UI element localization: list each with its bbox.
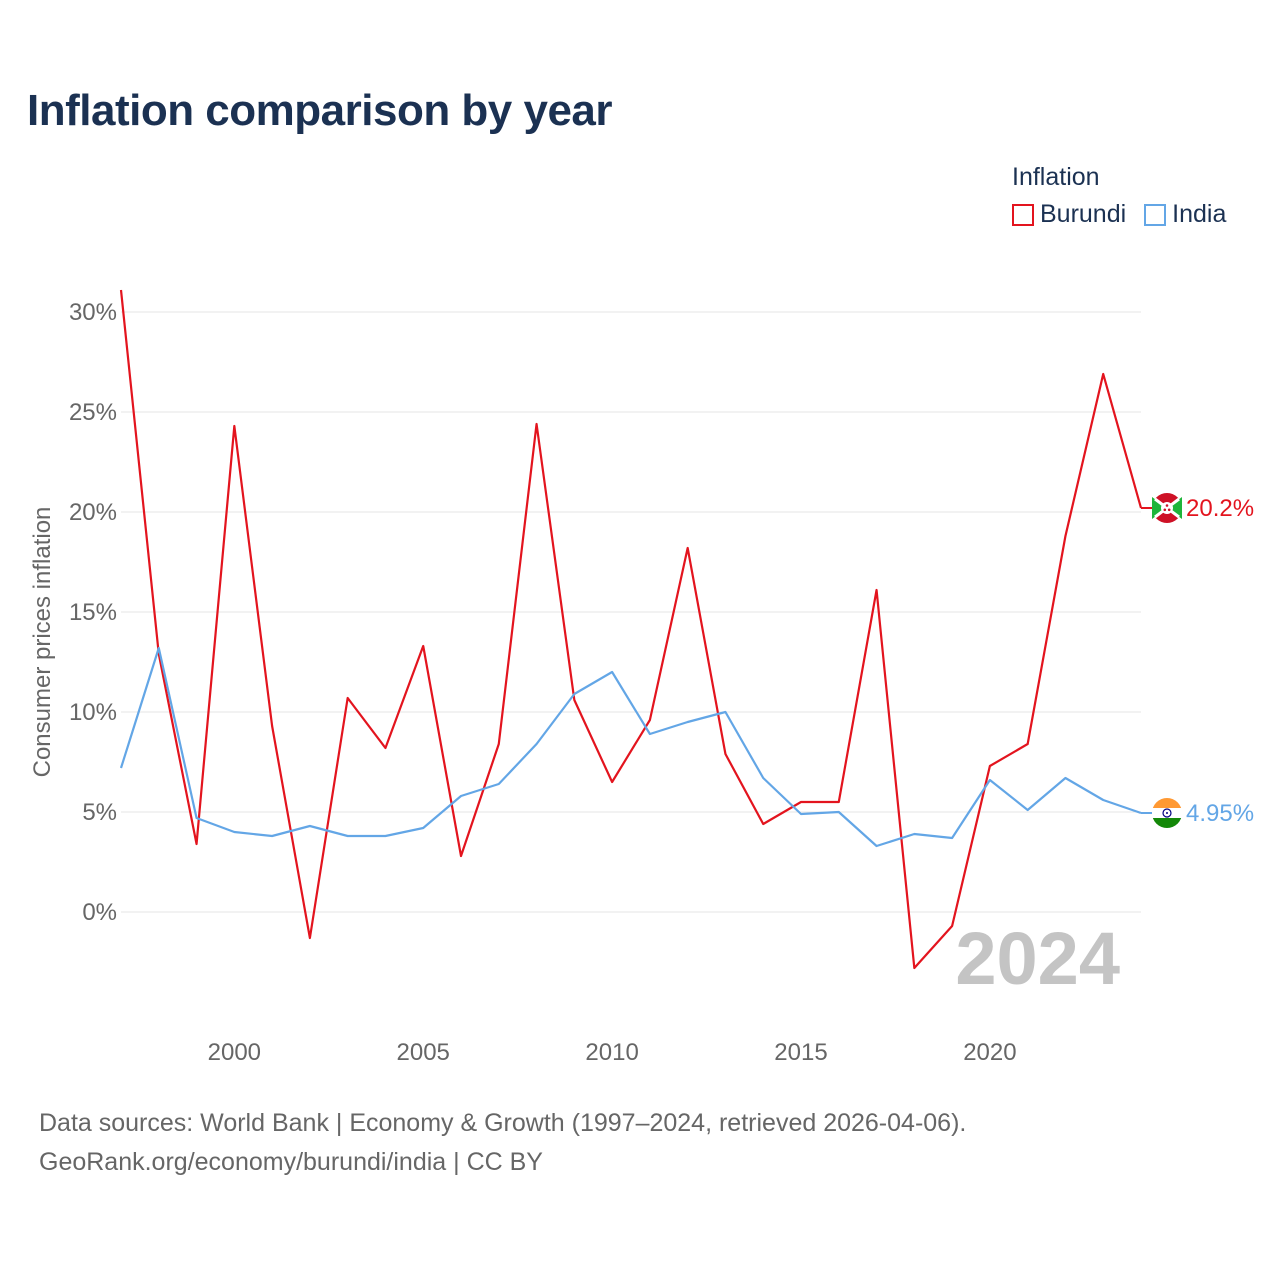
data-point-india[interactable] [344,832,352,840]
data-point-india[interactable] [684,718,692,726]
data-point-india[interactable] [1024,806,1032,814]
data-point-burundi[interactable] [1024,740,1032,748]
series-line-burundi[interactable] [119,289,1143,970]
y-tick-label: 30% [69,299,117,326]
data-point-burundi[interactable] [457,852,465,860]
flag-burundi-icon [1152,493,1182,523]
y-tick-label: 10% [69,699,117,726]
data-point-india[interactable] [381,832,389,840]
data-point-india[interactable] [1061,774,1069,782]
data-point-burundi[interactable] [230,422,238,430]
data-point-india[interactable] [948,834,956,842]
data-point-burundi[interactable] [495,740,503,748]
data-point-burundi[interactable] [268,722,276,730]
data-point-burundi[interactable] [835,798,843,806]
data-point-burundi[interactable] [684,544,692,552]
end-value-label-india: 4.95% [1186,800,1254,827]
y-tick-label: 25% [69,399,117,426]
data-point-burundi[interactable] [1061,532,1069,540]
series-lines [117,286,1143,972]
x-tick-label: 2015 [774,1039,827,1066]
data-point-burundi[interactable] [608,778,616,786]
data-point-india[interactable] [533,740,541,748]
x-axis-labels: 2000 2005 2010 2015 2020 [208,1039,1017,1066]
year-watermark: 2024 [955,917,1120,1000]
data-point-burundi[interactable] [117,286,125,294]
data-point-india[interactable] [1099,796,1107,804]
data-point-burundi[interactable] [381,744,389,752]
data-point-india[interactable] [230,828,238,836]
data-point-india[interactable] [721,708,729,716]
x-tick-label: 2005 [397,1039,450,1066]
y-axis-labels: 0% 5% 10% 15% 20% 25% 30% [69,299,117,926]
y-tick-label: 20% [69,499,117,526]
grid [121,311,1141,913]
data-point-burundi[interactable] [419,642,427,650]
y-tick-label: 5% [82,799,117,826]
data-point-burundi[interactable] [193,840,201,848]
data-point-india[interactable] [835,808,843,816]
series-line-india[interactable] [119,646,1142,848]
footer-link[interactable]: GeoRank.org/economy/burundi/india | CC B… [39,1148,543,1176]
data-point-india[interactable] [495,780,503,788]
data-point-india[interactable] [268,832,276,840]
x-tick-label: 2000 [208,1039,261,1066]
footer-sources: Data sources: World Bank | Economy & Gro… [39,1109,967,1137]
y-tick-label: 15% [69,599,117,626]
data-point-india[interactable] [570,690,578,698]
data-point-burundi[interactable] [646,716,654,724]
legend-label-india: India [1172,200,1227,228]
data-point-india[interactable] [155,644,163,652]
flag-india-icon [1152,798,1182,828]
x-tick-label: 2020 [963,1039,1016,1066]
legend-swatch-burundi [1012,203,1034,226]
data-point-burundi[interactable] [1099,370,1107,378]
legend: Inflation Burundi India [1012,160,1226,229]
data-point-india[interactable] [759,774,767,782]
page-title: Inflation comparison by year [27,86,613,135]
data-point-india[interactable] [193,814,201,822]
legend-item-burundi[interactable]: Burundi [1012,200,1126,229]
data-point-burundi[interactable] [910,964,918,972]
data-point-burundi[interactable] [759,820,767,828]
data-point-india[interactable] [646,730,654,738]
data-point-burundi[interactable] [533,420,541,428]
data-point-india[interactable] [873,842,881,850]
data-point-india[interactable] [797,810,805,818]
data-point-burundi[interactable] [873,586,881,594]
data-point-india[interactable] [306,822,314,830]
data-point-burundi[interactable] [986,762,994,770]
legend-item-india[interactable]: India [1144,200,1226,229]
legend-title: Inflation [1012,163,1100,191]
legend-swatch-india [1144,203,1167,226]
data-point-india[interactable] [457,792,465,800]
y-tick-label: 0% [82,899,117,926]
data-point-india[interactable] [419,824,427,832]
data-point-burundi[interactable] [948,922,956,930]
legend-label-burundi: Burundi [1040,200,1127,228]
end-markers: 20.2% 4.95% [1141,493,1254,828]
data-point-burundi[interactable] [344,694,352,702]
data-point-india[interactable] [608,668,616,676]
end-value-label-burundi: 20.2% [1186,495,1254,522]
data-point-india[interactable] [986,776,994,784]
data-point-india[interactable] [910,830,918,838]
footer: Data sources: World Bank | Economy & Gro… [39,1104,966,1182]
data-point-burundi[interactable] [797,798,805,806]
data-point-india[interactable] [117,764,125,772]
data-point-burundi[interactable] [306,934,314,942]
y-axis-label: Consumer prices inflation [29,507,56,778]
x-tick-label: 2010 [585,1039,638,1066]
data-point-burundi[interactable] [721,750,729,758]
